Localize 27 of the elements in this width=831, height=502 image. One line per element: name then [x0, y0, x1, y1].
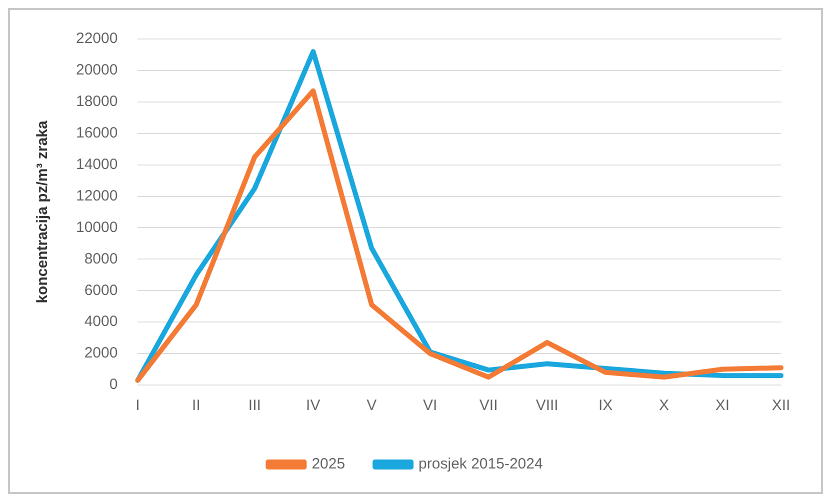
y-tick-label: 12000	[76, 187, 118, 204]
y-tick-label: 6000	[84, 282, 118, 299]
x-tick-label: III	[248, 397, 261, 414]
y-tick-label: 10000	[76, 218, 118, 236]
x-tick-label: I	[136, 397, 140, 414]
y-tick-label: 8000	[84, 250, 118, 268]
legend-label: prosjek 2015-2024	[418, 456, 543, 473]
x-tick-label: VII	[479, 397, 498, 414]
y-tick-label: 18000	[76, 93, 118, 110]
x-tick-label: XI	[715, 397, 730, 414]
x-tick-label: IV	[306, 397, 320, 414]
y-tick-label: 2000	[84, 344, 118, 362]
y-tick-label: 20000	[76, 62, 118, 79]
x-tick-label: XII	[772, 397, 790, 414]
x-tick-label: VI	[423, 397, 438, 414]
y-tick-label: 16000	[76, 124, 118, 142]
x-tick-label: VIII	[536, 397, 558, 414]
x-tick-label: II	[192, 397, 200, 414]
y-tick-label: 14000	[76, 156, 118, 173]
y-tick-label: 22000	[76, 30, 118, 48]
y-tick-label: 0	[109, 376, 118, 394]
x-tick-label: IX	[598, 397, 613, 414]
y-tick-label: 4000	[84, 313, 118, 330]
x-tick-label: V	[366, 397, 377, 414]
legend-label: 2025	[312, 456, 346, 473]
y-axis-title: koncentracija pz/m³ zraka	[34, 120, 52, 304]
x-tick-label: X	[659, 397, 670, 414]
